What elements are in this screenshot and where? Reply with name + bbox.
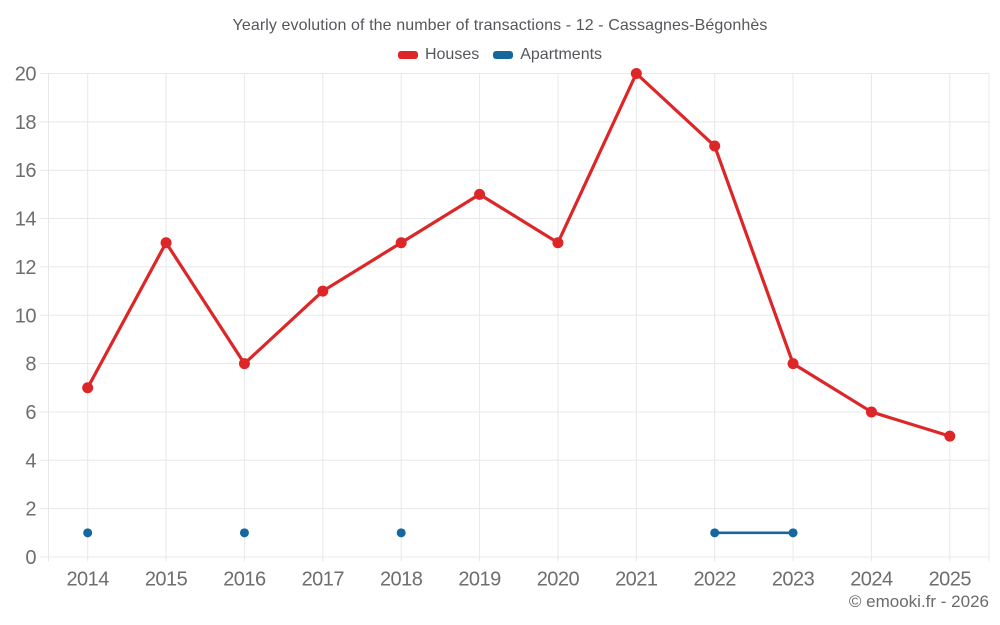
y-tick-label-8: 8 [25,354,36,376]
houses-series-swatch-icon [397,51,418,59]
apartments-point-2016[interactable] [239,528,249,538]
houses-point-2021[interactable] [630,68,642,79]
houses-point-2017[interactable] [317,285,329,297]
x-tick-label-2017: 2017 [302,569,345,591]
x-tick-label-2021: 2021 [615,569,658,591]
legend-item-houses[interactable]: Houses [397,46,480,64]
y-tick-label-20: 20 [15,64,37,86]
x-tick-label-2022: 2022 [693,569,736,591]
legend-label-apartments: Apartments [520,46,603,63]
y-tick-label-4: 4 [25,450,36,472]
x-tick-label-2023: 2023 [772,569,815,591]
x-tick-label-2016: 2016 [223,569,266,591]
y-tick-label-2: 2 [25,499,36,521]
houses-point-2020[interactable] [552,237,564,249]
houses-point-2019[interactable] [474,188,486,200]
y-tick-label-0: 0 [25,547,36,569]
houses-point-2025[interactable] [944,430,956,442]
y-tick-label-14: 14 [15,209,37,231]
x-tick-label-2015: 2015 [145,569,188,591]
houses-point-2022[interactable] [709,140,721,152]
legend-label-houses: Houses [424,46,480,63]
houses-point-2024[interactable] [865,406,877,418]
y-tick-label-12: 12 [15,257,37,279]
x-tick-label-2024: 2024 [850,569,893,591]
houses-point-2014[interactable] [82,382,94,394]
houses-line-segment-0 [86,71,952,438]
x-tick-label-2020: 2020 [537,569,580,591]
houses-point-2016[interactable] [238,358,250,370]
houses-point-2015[interactable] [160,237,172,249]
x-tick-label-2018: 2018 [380,569,423,591]
apartments-point-2022[interactable] [710,528,720,538]
apartments-point-2014[interactable] [83,528,93,538]
y-tick-label-18: 18 [15,112,37,134]
houses-point-2018[interactable] [395,237,407,249]
x-tick-label-2014: 2014 [66,569,109,591]
chart-title: Yearly evolution of the number of transa… [232,17,768,34]
houses-point-2023[interactable] [787,358,799,370]
y-tick-label-6: 6 [25,402,36,424]
apartments-point-2023[interactable] [788,528,798,538]
y-tick-label-16: 16 [15,160,37,182]
apartments-point-2018[interactable] [396,528,406,538]
x-tick-label-2025: 2025 [929,569,972,591]
chart-legend: Houses Apartments [0,46,1000,64]
apartments-series-swatch-icon [493,51,514,59]
y-tick-label-10: 10 [15,305,37,327]
copyright-credit: © emooki.fr - 2026 [848,592,989,611]
legend-item-apartments[interactable]: Apartments [493,46,602,64]
x-tick-label-2019: 2019 [458,569,501,591]
